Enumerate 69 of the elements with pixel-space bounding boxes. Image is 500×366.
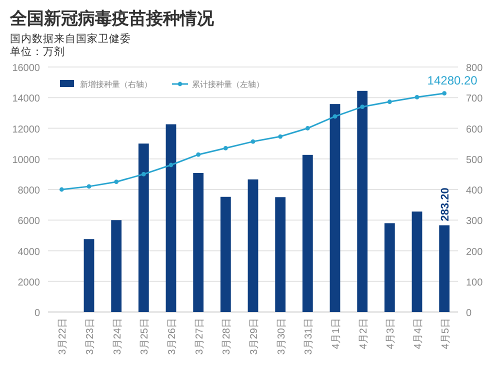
x-tick-label: 3月26日 xyxy=(167,318,178,355)
point xyxy=(414,94,420,100)
x-tick-label: 3月31日 xyxy=(304,318,315,355)
x-tick-label: 3月29日 xyxy=(249,318,260,355)
y2-tick-label: 400 xyxy=(466,186,484,196)
data-label: 14280.20 xyxy=(427,73,478,88)
y-tick-label: 8000 xyxy=(18,186,40,196)
y-tick-label: 2000 xyxy=(18,277,40,288)
point xyxy=(114,180,119,184)
point xyxy=(223,146,228,150)
y2-tick-label: 600 xyxy=(466,124,484,136)
y2-tick-label: 0 xyxy=(466,308,472,319)
bar xyxy=(193,172,204,312)
legend-label: 新增接种量（右轴） xyxy=(80,80,152,89)
y2-tick-label: 100 xyxy=(466,277,484,288)
bar xyxy=(330,104,340,312)
chart-title: 全国新冠病毒疫苗接种情况 xyxy=(9,9,215,28)
point xyxy=(442,91,447,96)
y2-tick-label: 300 xyxy=(466,216,484,228)
y-tick-label: 0 xyxy=(34,308,40,319)
x-tick-label: 3月28日 xyxy=(222,318,233,355)
y2-tick-label: 800 xyxy=(466,63,484,74)
point xyxy=(141,172,146,176)
bar xyxy=(275,197,286,312)
chart-subtitle: 国内数据来自国家卫健委 xyxy=(10,32,131,45)
point xyxy=(168,162,174,168)
point xyxy=(360,104,365,110)
x-tick-label: 3月22日 xyxy=(58,318,69,355)
data-label: 283.20 xyxy=(439,188,452,222)
y2-tick-label: 500 xyxy=(466,154,484,166)
x-tick-label: 3月23日 xyxy=(85,318,96,355)
text: 单位：万剂 xyxy=(10,45,65,58)
point xyxy=(305,126,310,130)
point xyxy=(59,187,64,192)
y-tick-label: 10000 xyxy=(12,154,40,166)
bar xyxy=(166,124,176,312)
bar xyxy=(357,90,368,312)
y-tick-label: 4000 xyxy=(18,246,40,258)
bar xyxy=(384,223,395,312)
bar xyxy=(111,220,122,312)
y2-tick-label: 700 xyxy=(466,94,484,105)
x-tick-label: 3月24日 xyxy=(112,318,124,355)
y-tick-label: 6000 xyxy=(18,216,40,228)
x-tick-label: 4月1日 xyxy=(331,318,342,350)
y2-tick-label: 200 xyxy=(466,246,484,258)
bar xyxy=(248,179,258,312)
bar xyxy=(412,212,422,312)
x-tick-label: 4月3日 xyxy=(386,318,397,350)
bar xyxy=(220,196,231,312)
point xyxy=(86,184,92,189)
point xyxy=(196,152,201,157)
point xyxy=(387,100,392,104)
x-tick-label: 4月5日 xyxy=(440,318,452,350)
point xyxy=(250,139,256,144)
bar xyxy=(302,154,313,312)
bar xyxy=(138,144,149,312)
x-tick-label: 3月25日 xyxy=(140,318,151,355)
x-tick-label: 4月4日 xyxy=(413,318,424,350)
x-tick-label: 4月2日 xyxy=(358,318,370,350)
x-tick-label: 3月27日 xyxy=(194,318,206,355)
y-tick-label: 16000 xyxy=(12,63,40,74)
bar xyxy=(84,239,94,312)
legend-label: 累计接种量（左轴） xyxy=(192,80,264,89)
point xyxy=(278,134,283,139)
y-tick-label: 12000 xyxy=(12,124,40,136)
y-tick-label: 14000 xyxy=(12,94,40,105)
x-tick-label: 3月30日 xyxy=(276,318,288,355)
bar xyxy=(439,225,450,312)
point xyxy=(332,114,338,119)
